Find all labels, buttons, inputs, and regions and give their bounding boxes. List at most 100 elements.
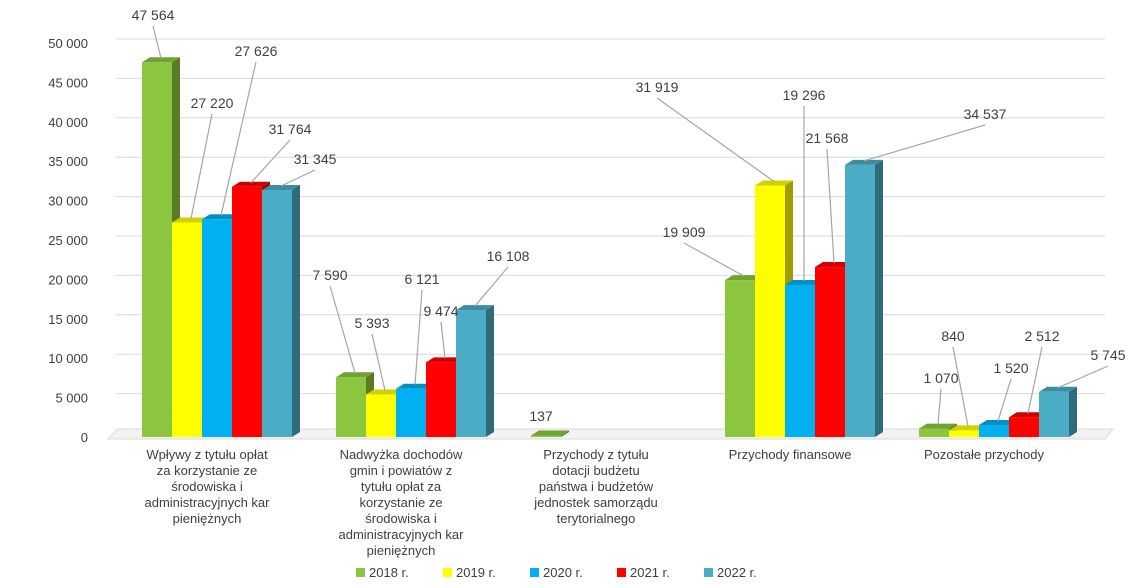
legend-label: 2019 r.	[456, 565, 496, 580]
bar-front	[725, 280, 755, 437]
y-tick-label: 15 000	[48, 312, 88, 327]
bar-top	[366, 389, 404, 395]
x-category-label: tytułu opłat za	[361, 479, 442, 494]
bar-top	[1009, 412, 1047, 418]
bar	[845, 159, 883, 437]
x-category-label: środowiska i	[171, 479, 243, 494]
x-category-label: za korzystanie ze	[157, 463, 257, 478]
bar-top	[456, 305, 494, 311]
bar-front	[232, 186, 262, 437]
bar-top	[979, 420, 1017, 426]
leader-line	[683, 242, 745, 277]
legend-swatch	[530, 568, 539, 577]
leader-line	[997, 378, 1012, 422]
bar-top	[396, 383, 434, 389]
bar	[1039, 386, 1077, 437]
bar	[531, 430, 569, 437]
x-category-label: pieniężnych	[367, 543, 436, 558]
y-tick-label: 40 000	[48, 115, 88, 130]
data-label: 31 345	[294, 151, 337, 167]
x-category-label: dotacji budżetu	[552, 463, 639, 478]
data-label: 137	[529, 408, 553, 424]
bar-front	[919, 428, 949, 437]
bar	[456, 305, 494, 437]
bar-front	[336, 377, 366, 437]
bar-top	[919, 423, 957, 429]
data-label: 9 474	[423, 303, 458, 319]
y-tick-label: 35 000	[48, 154, 88, 169]
bar-top	[755, 180, 793, 186]
leader-line	[952, 346, 969, 427]
legend-label: 2018 r.	[369, 565, 409, 580]
y-tick-label: 5 000	[55, 391, 88, 406]
y-tick-label: 50 000	[48, 36, 88, 51]
bar-top	[949, 425, 987, 431]
bar-front	[396, 388, 426, 437]
data-label: 2 512	[1024, 328, 1059, 344]
bar-front	[456, 310, 486, 437]
legend-swatch	[617, 568, 626, 577]
data-label: 31 764	[269, 121, 312, 137]
y-tick-label: 45 000	[48, 75, 88, 90]
leader-line	[826, 148, 835, 264]
leader-line	[414, 289, 423, 385]
data-label: 5 745	[1090, 347, 1125, 363]
bar-front	[815, 267, 845, 437]
x-category-label: środowiska i	[365, 511, 437, 526]
leader-line	[190, 113, 213, 219]
data-label: 21 568	[806, 130, 849, 146]
data-label: 1 070	[923, 370, 958, 386]
x-category-label: Przychody finansowe	[729, 447, 852, 462]
legend-label: 2020 r.	[543, 565, 583, 580]
bar-top	[262, 185, 300, 191]
data-label: 1 520	[993, 360, 1028, 376]
bar-front	[785, 284, 815, 437]
bar-top	[336, 372, 374, 378]
x-category-label: korzystanie ze	[359, 495, 442, 510]
bar	[755, 180, 793, 438]
data-label: 27 626	[235, 43, 278, 59]
legend-swatch	[704, 568, 713, 577]
bar-top	[531, 430, 569, 436]
bar-top	[142, 57, 180, 63]
bar-top	[172, 217, 210, 223]
bar-side	[486, 305, 494, 437]
bar-front	[1009, 417, 1039, 437]
leader-line	[863, 124, 986, 162]
leader-line	[280, 169, 316, 187]
data-label: 16 108	[487, 248, 530, 264]
data-label: 19 909	[663, 224, 706, 240]
bar-top	[202, 214, 240, 220]
bar-front	[366, 394, 396, 437]
data-label: 6 121	[404, 271, 439, 287]
y-tick-label: 30 000	[48, 194, 88, 209]
bar-front	[949, 430, 979, 437]
bar-front	[755, 185, 785, 437]
bar-side	[1069, 386, 1077, 437]
x-category-label: Pozostałe przychody	[924, 447, 1044, 462]
bar-front	[1039, 391, 1069, 437]
bar-side	[292, 185, 300, 437]
bar-top	[426, 357, 464, 363]
x-category-label: administracyjnych kar	[145, 495, 271, 510]
bar	[262, 185, 300, 437]
bar-front	[262, 190, 292, 437]
legend-swatch	[443, 568, 452, 577]
y-tick-label: 10 000	[48, 351, 88, 366]
leader-line	[474, 266, 509, 307]
leader-line	[656, 97, 775, 182]
bar-front	[979, 425, 1009, 437]
leader-line	[937, 388, 942, 425]
bar-top	[1039, 386, 1077, 392]
bar-top	[815, 262, 853, 268]
x-category-label: Przychody z tytułu	[543, 447, 649, 462]
bar-top	[785, 279, 823, 285]
x-category-label: gmin i powiatów z	[350, 463, 453, 478]
x-category-label: Wpływy z tytułu opłat	[146, 447, 268, 462]
data-label: 19 296	[783, 87, 826, 103]
x-category-label: Nadwyżka dochodów	[340, 447, 463, 462]
bar-side	[875, 159, 883, 437]
bar-top	[725, 275, 763, 281]
